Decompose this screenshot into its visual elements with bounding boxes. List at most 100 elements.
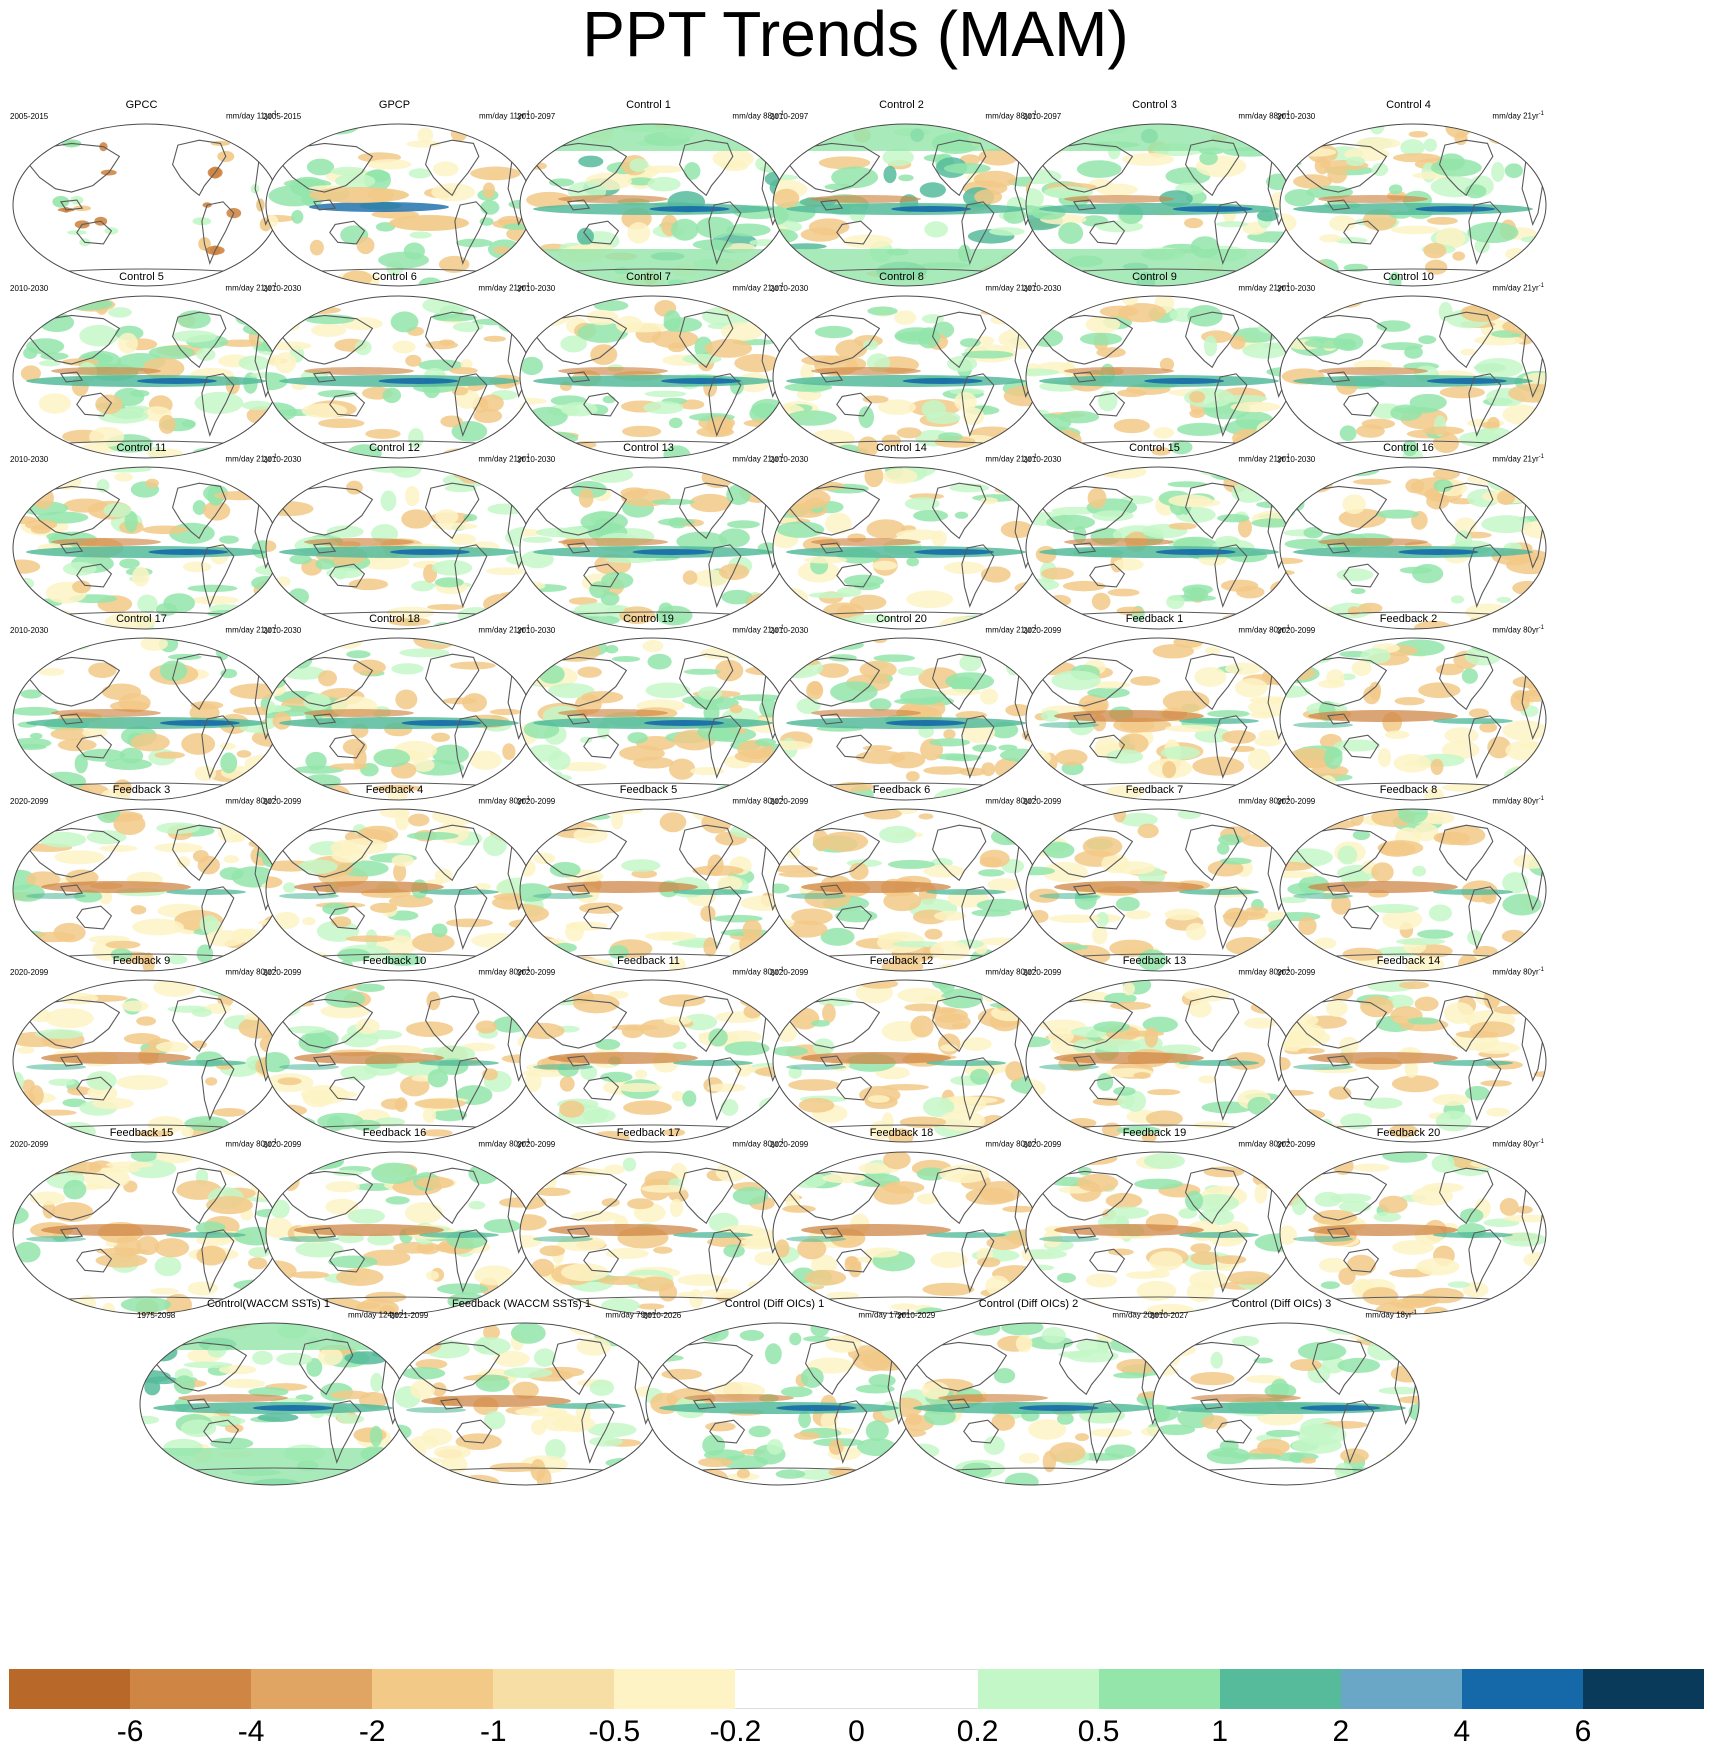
globe-map [12, 466, 280, 630]
panel-units-text: mm/day 21yr [1238, 283, 1285, 293]
panel-units: mm/day 21yr-1 [985, 282, 1037, 293]
map-panel-control-14: Control 14 2010-2030 mm/day 21yr-1 [760, 442, 1043, 632]
panel-units-text: mm/day 80yr [1238, 625, 1285, 635]
colorbar-box [493, 1669, 615, 1709]
colorbar-box [1461, 1669, 1584, 1709]
globe-map [265, 637, 533, 801]
panel-units-text: mm/day 80yr [478, 1139, 525, 1149]
panel-title: Feedback 2 [1379, 613, 1438, 625]
panel-period: 2020-2099 [1023, 626, 1062, 635]
globe-map [1025, 1151, 1293, 1315]
panel-units-text: mm/day 80yr [1492, 625, 1539, 635]
map-panel-control-diff-oics-1: Control (Diff OICs) 1 2010-2026 mm/day 17y… [633, 1298, 916, 1488]
panel-period: 2020-2099 [1277, 797, 1316, 806]
panel-period: 2020-2099 [10, 797, 49, 806]
panel-units-exponent: -1 [1538, 1139, 1544, 1145]
panel-units: mm/day 21yr-1 [985, 453, 1037, 464]
colorbar-labels: -6 -4 -2 -1 -0.5 -0.2 0 0.2 0.5 1 2 4 6 [0, 1713, 1711, 1753]
map-panel-control-9: Control 9 2010-2030 mm/day 21yr-1 [1013, 271, 1296, 461]
globe-map [645, 1322, 913, 1486]
panel-units-exponent: -1 [524, 1139, 530, 1145]
globe-map [772, 1151, 1040, 1315]
colorbar-box [856, 1669, 979, 1709]
panel-period: 2010-2030 [1277, 112, 1316, 121]
panel-title: Control 7 [626, 271, 671, 283]
panel-units-exponent: -1 [271, 796, 277, 802]
map-panel-feedback-19: Feedback 19 2020-2099 mm/day 80yr-1 [1013, 1127, 1296, 1317]
globe-map [265, 979, 533, 1143]
panel-units-exponent: -1 [271, 283, 277, 289]
panel-title: Control 17 [116, 613, 167, 625]
panel-title: Control 14 [876, 442, 927, 454]
panel-units: mm/day 80yr-1 [225, 795, 277, 806]
globe-map [519, 123, 787, 287]
globe-map [899, 1322, 1167, 1486]
panel-title: Feedback 14 [1376, 955, 1441, 967]
globe-map [1025, 295, 1293, 459]
colorbar-box [372, 1669, 494, 1709]
panel-period: 2020-2099 [263, 797, 302, 806]
map-panel-feedback-15: Feedback 15 2020-2099 mm/day 80yr-1 [0, 1127, 283, 1317]
globe-map [1279, 1151, 1547, 1315]
panel-title: Control 20 [876, 613, 927, 625]
panel-period: 2005-2015 [10, 112, 49, 121]
panel-units-text: mm/day 11yr [226, 111, 272, 121]
panel-period: 2020-2099 [10, 1140, 49, 1149]
panel-title: Feedback 15 [109, 1127, 174, 1139]
colorbar-box [1219, 1669, 1342, 1709]
panel-units-text: mm/day 80yr [1238, 967, 1285, 977]
panel-units-exponent: -1 [1284, 796, 1290, 802]
globe-map [12, 637, 280, 801]
colorbar-tick-label: -4 [237, 1715, 265, 1748]
map-panel-control-11: Control 11 2010-2030 mm/day 21yr-1 [0, 442, 283, 632]
panel-units-text: mm/day 20yr [1112, 1310, 1159, 1320]
panel-title: Feedback 6 [872, 784, 931, 796]
panel-units-exponent: -1 [1538, 796, 1544, 802]
colorbar-tick-label: -2 [358, 1715, 386, 1748]
panel-units-text: mm/day 80yr [732, 796, 779, 806]
panel-title: Control 6 [372, 271, 417, 283]
map-panel-feedback-14: Feedback 14 2020-2099 mm/day 80yr-1 [1267, 955, 1550, 1145]
panel-period: 2021-2099 [390, 1311, 429, 1320]
panel-title: Feedback 10 [362, 955, 427, 967]
panel-units-exponent: -1 [271, 967, 277, 973]
panel-title: Feedback 8 [1379, 784, 1438, 796]
globe-map [1025, 808, 1293, 972]
panel-units-exponent: -1 [651, 1310, 657, 1316]
globe-map [1279, 466, 1547, 630]
colorbar-tick-label: 1 [1211, 1715, 1229, 1748]
panel-units: mm/day 80yr-1 [1492, 795, 1544, 806]
panel-title: Feedback 20 [1376, 1127, 1441, 1139]
panel-units-exponent: -1 [778, 454, 784, 460]
panel-title: Control 5 [119, 271, 164, 283]
map-panel-control-15: Control 15 2010-2030 mm/day 21yr-1 [1013, 442, 1296, 632]
colorbar [9, 1669, 1705, 1709]
panel-period: 2010-2030 [10, 284, 49, 293]
panel-units-text: mm/day 80yr [732, 1139, 779, 1149]
panel-title: Control 11 [116, 442, 167, 454]
map-panel-control-1: Control 1 2010-2097 mm/day 88yr-1 [507, 99, 790, 289]
panel-units: mm/day 88yr-1 [985, 110, 1037, 121]
panel-units: mm/day 21yr-1 [1492, 453, 1544, 464]
map-panel-control-5: Control 5 2010-2030 mm/day 21yr-1 [0, 271, 283, 461]
colorbar-box [977, 1669, 1100, 1709]
globe-map [12, 295, 280, 459]
globe-map [265, 1151, 533, 1315]
map-panel-control-18: Control 18 2010-2030 mm/day 21yr-1 [253, 613, 536, 803]
colorbar-box [1098, 1669, 1221, 1709]
panel-period: 2010-2026 [643, 1311, 682, 1320]
panel-units-exponent: -1 [524, 111, 530, 117]
globe-map [1279, 979, 1547, 1143]
globe-map [1025, 979, 1293, 1143]
panel-title: Control 13 [623, 442, 674, 454]
panel-units: mm/day 21yr-1 [478, 282, 530, 293]
globe-map [519, 295, 787, 459]
panel-units-exponent: -1 [1284, 454, 1290, 460]
panel-units-exponent: -1 [271, 454, 277, 460]
panel-title: Feedback 4 [365, 784, 424, 796]
panel-units: mm/day 79yr-1 [605, 1309, 657, 1320]
panel-units-exponent: -1 [1031, 454, 1037, 460]
panel-units-exponent: -1 [1031, 796, 1037, 802]
panel-title: Control 3 [1132, 99, 1177, 111]
panel-period: 2010-2030 [770, 626, 809, 635]
